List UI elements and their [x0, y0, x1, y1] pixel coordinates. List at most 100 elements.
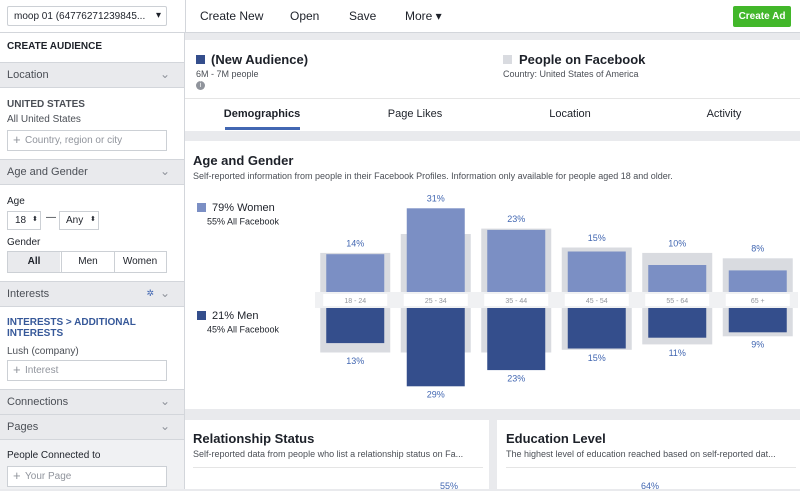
value-label: 13% [346, 356, 364, 366]
value-label: 15% [588, 233, 606, 243]
x-tick-label: 55 - 64 [666, 298, 688, 305]
category-box [564, 294, 629, 306]
section-header[interactable]: Location ⌄ [0, 62, 184, 88]
legend-swatch [197, 311, 206, 320]
sidebar-title: CREATE AUDIENCE [7, 41, 103, 52]
bar [406, 308, 465, 387]
compare-name: People on Facebook [519, 52, 646, 67]
bar [567, 251, 626, 292]
bar [648, 265, 707, 292]
card-value: 55% [440, 481, 459, 491]
interests-heading: INTERESTS > ADDITIONAL INTERESTS [7, 317, 136, 339]
menu-item[interactable]: Open [290, 9, 320, 23]
value: 18 [15, 215, 27, 226]
interest-input[interactable]: + Interest [7, 360, 167, 381]
bar [326, 254, 385, 292]
category-box [403, 294, 468, 306]
category-box [323, 294, 388, 306]
tab[interactable]: Demographics [223, 108, 301, 120]
card-title: Education Level [506, 431, 606, 446]
account-select[interactable]: moop 01 (647762712398​45... ▾ [7, 6, 167, 26]
bar [567, 308, 626, 349]
value-label: 15% [588, 353, 606, 363]
toolbar [0, 0, 800, 33]
card-sub: Self-reported data from people who list … [193, 449, 464, 459]
chart-title: Age and Gender [193, 153, 294, 168]
bar [728, 270, 787, 292]
menu-item[interactable]: Create New [200, 9, 264, 23]
value-label: 8% [751, 244, 764, 254]
age-to[interactable]: Any ⬍ [59, 211, 99, 230]
value-label: 31% [427, 194, 445, 204]
legend-name: 79% Women [212, 202, 275, 214]
axis-strip [315, 292, 798, 308]
value-label: 23% [507, 214, 525, 224]
category-box [725, 294, 790, 306]
label: Connections [7, 396, 69, 408]
bar [487, 308, 546, 371]
category-box [484, 294, 549, 306]
interest-item: Lush (company) [7, 346, 79, 357]
tab[interactable]: Page Likes [387, 108, 443, 120]
section-header[interactable]: Pages ⌄ [0, 414, 184, 440]
value: Any [66, 215, 84, 226]
location-input[interactable]: + Country, region or city [7, 130, 167, 151]
chart-subtitle: Self-reported information from people in… [193, 171, 673, 181]
x-tick-label: 25 - 34 [425, 298, 447, 305]
tab[interactable]: Location [549, 108, 591, 120]
legend-name: 21% Men [212, 310, 258, 322]
bar [326, 308, 385, 344]
legend-sub: 55% All Facebook [207, 216, 280, 226]
label: Interests [7, 288, 50, 300]
placeholder: Country, region or city [25, 135, 123, 146]
card [497, 420, 800, 489]
section-header[interactable]: Interests ✲ ⌄ [0, 281, 184, 307]
legend-sub: 45% All Facebook [207, 324, 280, 334]
page-input[interactable]: + Your Page [7, 466, 167, 487]
x-tick-label: 45 - 54 [586, 298, 608, 305]
gender-group: All Men Women [7, 251, 167, 273]
age-from[interactable]: 18 ⬍ [7, 211, 41, 230]
section-header[interactable]: Connections ⌄ [0, 389, 184, 415]
label: Pages [7, 421, 39, 433]
x-tick-label: 18 - 24 [344, 298, 366, 305]
card [185, 420, 489, 489]
create-ad-button[interactable]: Create Ad [733, 6, 791, 27]
value-label: 10% [668, 238, 686, 248]
x-tick-label: 35 - 44 [505, 298, 527, 305]
gender-label: Gender [7, 237, 41, 248]
gender-button[interactable]: All [8, 252, 60, 272]
menu-item[interactable]: Save [349, 9, 377, 23]
bar [487, 229, 546, 292]
country: UNITED STATES [7, 99, 85, 110]
gender-button[interactable]: Men [61, 252, 115, 272]
value-label: 14% [346, 238, 364, 248]
people-connected-label: People Connected to [7, 450, 101, 461]
menu-more[interactable]: More ▾ [405, 9, 442, 23]
card-value: 64% [641, 481, 660, 491]
label: Age and Gender [7, 166, 88, 178]
x-tick-label: 65 + [751, 298, 765, 305]
value-label: 23% [507, 373, 525, 383]
value-label: 11% [669, 348, 686, 358]
account: moop 01 (647762712398​45... [14, 11, 146, 22]
bar [728, 308, 787, 333]
card-title: Relationship Status [193, 431, 315, 446]
value-label: 9% [751, 340, 764, 350]
country-sub: All United States [7, 114, 81, 125]
age-gender-chart: 79% Women 55% All Facebook 14% 31% 23% 15% 10%… [197, 194, 798, 400]
tab[interactable]: Activity [706, 108, 742, 120]
menu-item: More [405, 9, 433, 23]
dash: — [46, 212, 56, 223]
gender-button[interactable]: Women [122, 256, 158, 267]
audience-name: (New Audience) [211, 52, 309, 67]
placeholder: Interest [25, 365, 59, 376]
category-box [645, 294, 710, 306]
bar [648, 308, 707, 338]
audience-size: 6M - 7M people [196, 69, 259, 79]
section-header[interactable]: Age and Gender ⌄ [0, 159, 184, 185]
label: Location [7, 69, 49, 81]
placeholder: Your Page [25, 471, 72, 482]
legend-swatch [197, 203, 206, 212]
